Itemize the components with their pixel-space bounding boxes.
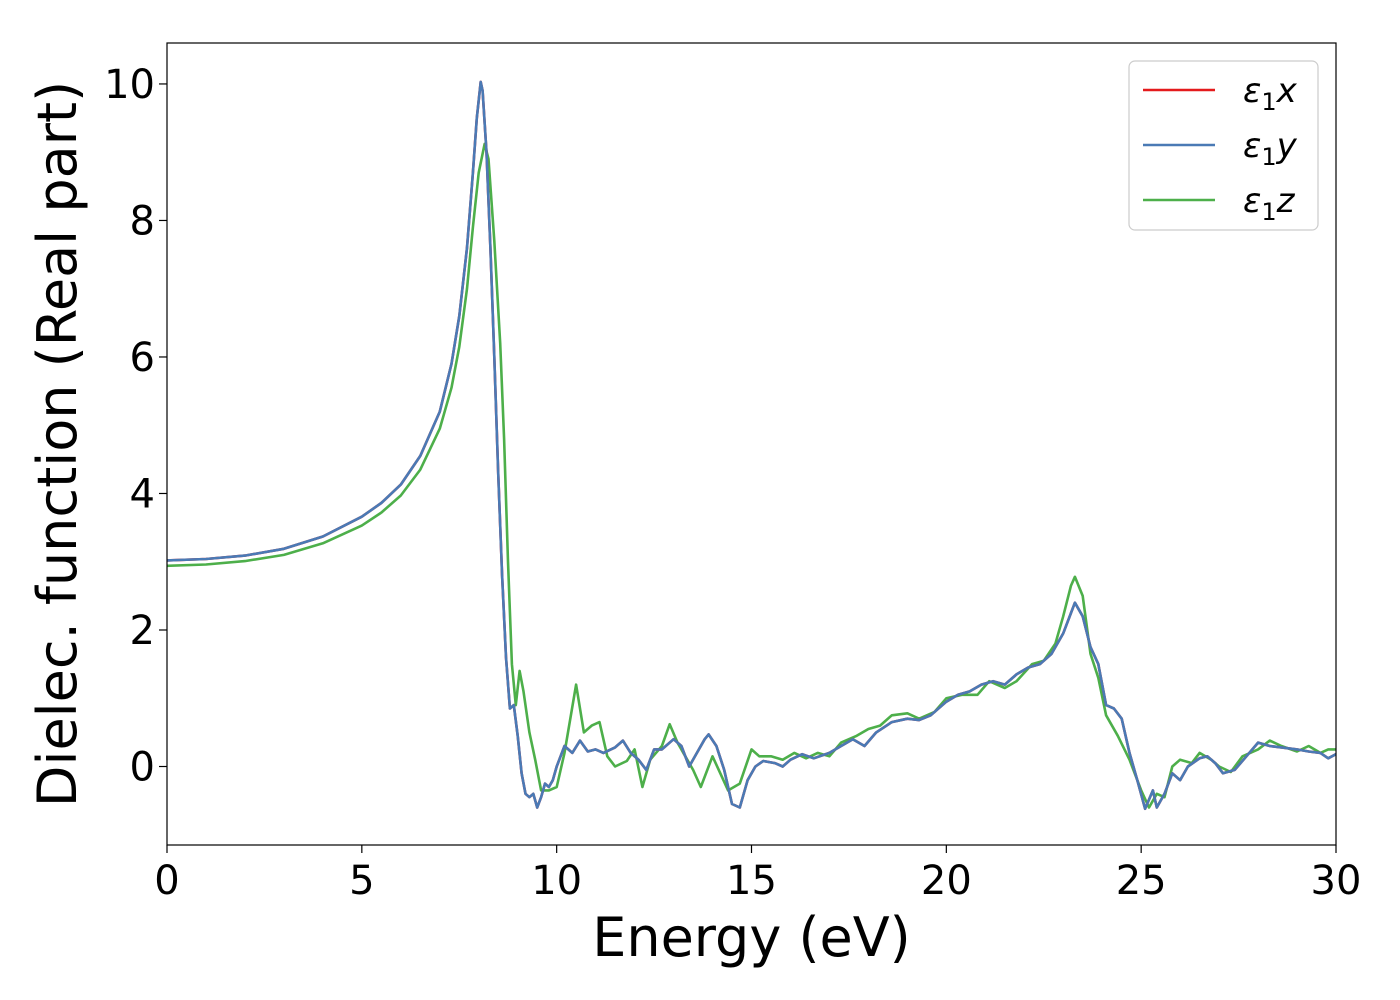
y-tick-label: 2 xyxy=(130,608,155,654)
x-axis-label: Energy (eV) xyxy=(592,906,911,969)
legend-symbol: ε xyxy=(1243,126,1261,166)
y-tick-label: 10 xyxy=(104,62,155,108)
y-axis: 0 2 4 6 8 10 xyxy=(104,62,167,791)
legend-label-z: ε1z xyxy=(1243,181,1296,226)
series-line-y xyxy=(167,80,1336,811)
series-layer xyxy=(167,80,1336,811)
y-tick-label: 6 xyxy=(130,335,155,381)
legend-variable: z xyxy=(1276,181,1296,221)
legend-subscript: 1 xyxy=(1261,143,1276,171)
legend-label-x: ε1x xyxy=(1243,71,1298,116)
legend-symbol: ε xyxy=(1243,181,1261,221)
legend-box xyxy=(1128,60,1319,231)
legend-symbol: ε xyxy=(1243,71,1261,111)
y-tick-label: 4 xyxy=(130,471,155,517)
x-tick-label: 25 xyxy=(1116,858,1167,904)
legend-subscript: 1 xyxy=(1261,198,1276,226)
legend-label-y: ε1y xyxy=(1243,126,1298,171)
legend-variable: x xyxy=(1276,71,1298,111)
x-tick-label: 30 xyxy=(1311,858,1362,904)
x-axis: 0 5 10 15 20 25 30 xyxy=(154,845,1361,904)
legend-subscript: 1 xyxy=(1261,88,1276,116)
y-tick-label: 8 xyxy=(130,198,155,244)
x-tick-label: 0 xyxy=(154,858,179,904)
x-tick-label: 5 xyxy=(349,858,374,904)
x-tick-label: 10 xyxy=(531,858,582,904)
x-tick-label: 15 xyxy=(726,858,777,904)
x-tick-label: 20 xyxy=(921,858,972,904)
y-tick-label: 0 xyxy=(130,745,155,791)
y-axis-label: Dielec. function (Real part) xyxy=(26,81,89,807)
legend-variable: y xyxy=(1276,126,1298,166)
